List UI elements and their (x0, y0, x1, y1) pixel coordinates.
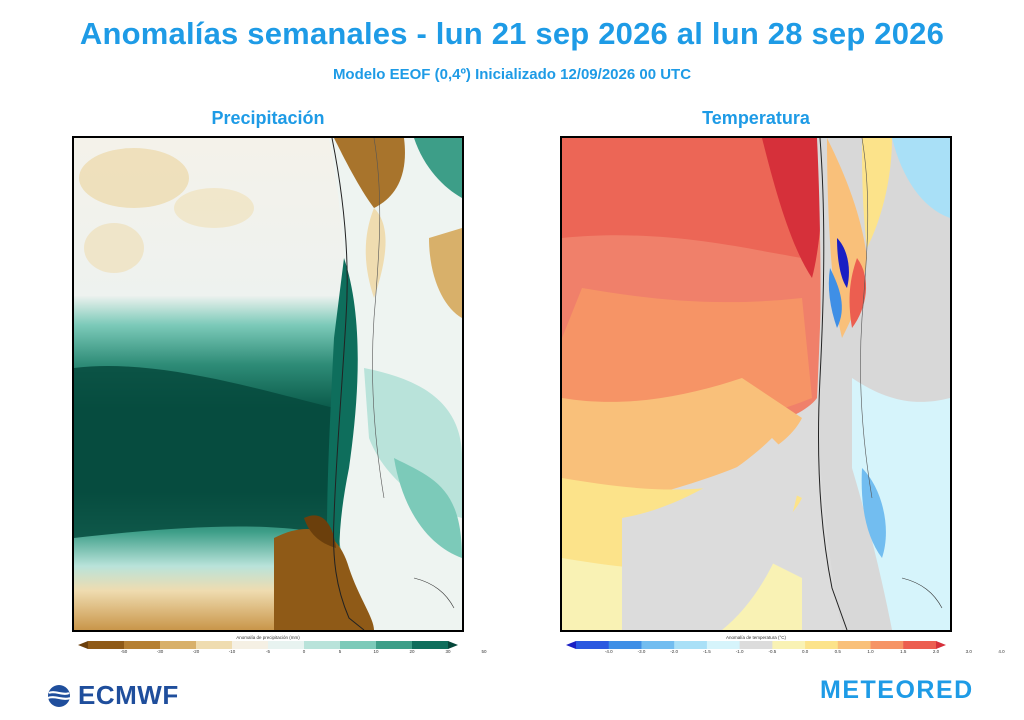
temp-colorbar-scale (566, 641, 946, 649)
temp-colorbar-tick-label: -4.0 (604, 649, 613, 654)
temp-colorbar-segment (837, 641, 872, 649)
temp-colorbar: Anomalía de temperatura (°C) -4.0 -3.0 -2.… (566, 635, 1005, 661)
temp-colorbar-tick-label: -2.0 (670, 649, 679, 654)
precip-colorbar-segment (376, 641, 413, 649)
ecmwf-logo-text: ECMWF (78, 680, 179, 710)
precip-colorbar-tick-label: -20 (192, 649, 200, 654)
temp-colorbar-tick-label: 0.0 (801, 649, 809, 654)
precip-colorbar-tick-label: -50 (120, 649, 128, 654)
temp-colorbar-tick-label: 4.0 (998, 649, 1005, 654)
precip-colorbar-tick-label: -5 (265, 649, 271, 654)
temp-colorbar-segment (772, 641, 806, 649)
precip-colorbar-tick-label: -30 (156, 649, 164, 654)
temp-colorbar-segment (608, 641, 642, 649)
temp-colorbar-tick-label: -1.5 (703, 649, 711, 654)
precip-colorbar-segment (160, 641, 197, 649)
temp-colorbar-segment (674, 641, 708, 649)
temp-colorbar-segment (739, 641, 773, 649)
precip-colorbar-tick-label: 30 (445, 649, 451, 654)
meteored-logo: METEORED (820, 676, 974, 704)
temp-colorbar-low-arrow (566, 641, 576, 649)
precip-colorbar-tick-label: 20 (409, 649, 415, 654)
temp-colorbar-segment (641, 641, 675, 649)
precip-colorbar-segment (124, 641, 161, 649)
precip-colorbar-scale (78, 641, 458, 649)
precip-colorbar-high-arrow (448, 641, 458, 649)
precip-colorbar-tick-label: 10 (373, 649, 379, 654)
precip-colorbar-tick-label: 5 (338, 649, 342, 654)
precip-colorbar-ticks: -50 -30 -20 -10 -5 0 5 10 20 30 50 (78, 649, 487, 657)
precip-colorbar-segment (340, 641, 377, 649)
temp-colorbar-tick-label: -0.5 (768, 649, 777, 654)
precip-colorbar-segment (412, 641, 449, 649)
temp-colorbar-tick-label: -3.0 (637, 649, 646, 654)
temp-colorbar-tick-label: 2.0 (932, 649, 940, 654)
precip-colorbar-segment (304, 641, 341, 649)
temp-colorbar-segment (576, 641, 610, 649)
temp-colorbar-title: Anomalía de temperatura (°C) (725, 635, 787, 640)
temp-map (560, 136, 952, 632)
precip-colorbar-tick-label: 50 (481, 649, 487, 654)
temp-panel-title: Temperatura (702, 108, 810, 128)
precip-colorbar-tick-label: -10 (228, 649, 236, 654)
temp-colorbar-segment (706, 641, 741, 649)
temp-colorbar-tick-label: -1.0 (735, 649, 744, 654)
temp-colorbar-tick-label: 3.0 (965, 649, 972, 654)
temp-colorbar-high-arrow (936, 641, 946, 649)
precip-colorbar-segment (232, 641, 269, 649)
precip-colorbar-segment (88, 641, 125, 649)
precip-map (72, 136, 464, 632)
ecmwf-logo: ECMWF (44, 680, 179, 711)
temp-colorbar-ticks: -4.0 -3.0 -2.0 -1.5 -1.0 -0.5 0.0 0.5 1.0 1.5 2.0 3… (566, 649, 1005, 657)
temp-colorbar-tick-label: 1.5 (900, 649, 907, 654)
page-subtitle: Modelo EEOF (0,4º) Inicializado 12/09/20… (332, 66, 692, 83)
precip-colorbar-low-arrow (78, 641, 88, 649)
precip-panel-title: Precipitación (211, 108, 325, 128)
temp-colorbar-segment (805, 641, 839, 649)
precip-colorbar-tick-label: 0 (302, 649, 306, 654)
precip-colorbar-title: Anomalía de precipitación (mm) (236, 635, 300, 640)
precip-colorbar-segment (268, 641, 305, 649)
temp-colorbar-segment (870, 641, 904, 649)
temp-colorbar-tick-label: 1.0 (867, 649, 874, 654)
temp-colorbar-tick-label: 0.5 (834, 649, 841, 654)
temp-colorbar-segment (903, 641, 937, 649)
ecmwf-globe-icon (47, 684, 71, 707)
precip-colorbar: Anomalía de precipitación (mm) -50 -30 -20… (78, 635, 487, 661)
page-title: Anomalías semanales - lun 21 sep 2026 al… (79, 16, 945, 51)
precip-colorbar-segment (196, 641, 233, 649)
